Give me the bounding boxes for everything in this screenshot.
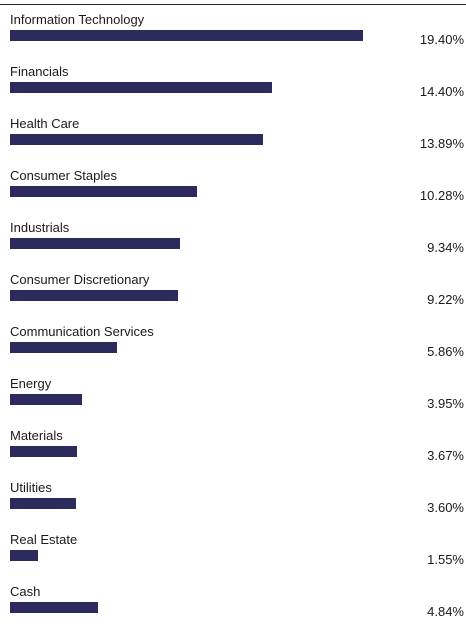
chart-row: Cash 4.84% — [0, 584, 466, 636]
chart-row: Energy 3.95% — [0, 376, 466, 428]
bar — [10, 342, 117, 353]
value-label: 3.67% — [427, 448, 464, 463]
bar — [10, 134, 263, 145]
chart-row: Utilities 3.60% — [0, 480, 466, 532]
chart-row: Real Estate 1.55% — [0, 532, 466, 584]
category-label: Real Estate — [10, 532, 78, 547]
value-label: 13.89% — [419, 136, 464, 151]
sector-bar-chart: Information Technology 19.40% Financials 14… — [0, 12, 466, 619]
chart-row: Consumer Discretionary 9.22% — [0, 272, 466, 324]
bar — [10, 394, 82, 405]
category-label: Industrials — [10, 220, 70, 235]
top-rule — [0, 4, 466, 5]
value-label: 9.34% — [427, 240, 464, 255]
bar — [10, 186, 197, 197]
category-label: Materials — [10, 428, 63, 443]
chart-row: Financials 14.40% — [0, 64, 466, 116]
chart-row: Communication Services 5.86% — [0, 324, 466, 376]
bar — [10, 446, 77, 457]
chart-row: Health Care 13.89% — [0, 116, 466, 168]
bar — [10, 238, 180, 249]
chart-row: Materials 3.67% — [0, 428, 466, 480]
value-label: 3.95% — [427, 396, 464, 411]
bar — [10, 498, 76, 509]
category-label: Health Care — [10, 116, 80, 131]
bar — [10, 30, 363, 41]
category-label: Communication Services — [10, 324, 154, 339]
value-label: 4.84% — [427, 604, 464, 619]
bar — [10, 550, 38, 561]
value-label: 10.28% — [419, 188, 464, 203]
value-label: 1.55% — [427, 552, 464, 567]
value-label: 3.60% — [427, 500, 464, 515]
category-label: Financials — [10, 64, 69, 79]
bar — [10, 602, 98, 613]
bar — [10, 82, 272, 93]
value-label: 19.40% — [419, 32, 464, 47]
value-label: 14.40% — [419, 84, 464, 99]
value-label: 9.22% — [427, 292, 464, 307]
category-label: Cash — [10, 584, 41, 599]
category-label: Information Technology — [10, 12, 145, 27]
category-label: Consumer Discretionary — [10, 272, 150, 287]
bar — [10, 290, 178, 301]
value-label: 5.86% — [427, 344, 464, 359]
chart-row: Information Technology 19.40% — [0, 12, 466, 64]
chart-row: Industrials 9.34% — [0, 220, 466, 272]
chart-row: Consumer Staples 10.28% — [0, 168, 466, 220]
category-label: Utilities — [10, 480, 52, 495]
category-label: Energy — [10, 376, 52, 391]
category-label: Consumer Staples — [10, 168, 117, 183]
